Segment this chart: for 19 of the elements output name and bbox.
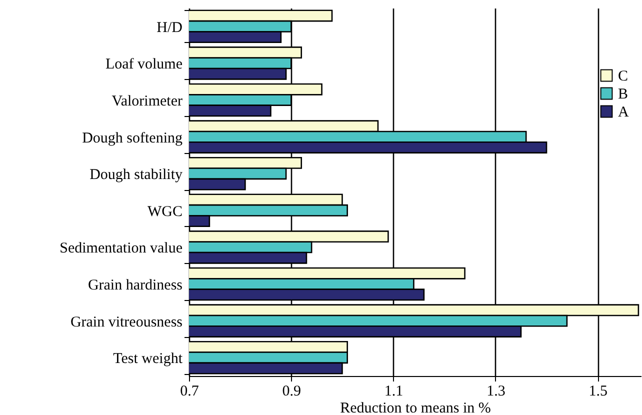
x-tick-label: 1.5 [588,384,608,400]
x-axis-title: Reduction to means in % [340,400,491,415]
y-tick-label: WGC [148,204,182,220]
y-tick-label: Dough softening [82,130,183,146]
x-tick-label: 1.1 [384,384,404,400]
legend-label: B [618,86,628,102]
y-tick-label: H/D [156,20,183,36]
legend-label: A [618,104,629,120]
x-tick-label: 0.7 [180,384,200,400]
y-tick-label: Dough stability [90,167,183,184]
legend-label: C [618,68,628,84]
x-tick-label: 0.9 [282,384,302,400]
y-tick-label: Grain vitreousness [70,314,183,330]
x-tick-label: 1.3 [486,384,506,400]
y-tick-label: Test weight [113,351,184,368]
y-tick-label: Grain hardiness [88,278,183,294]
y-tick-label: Loaf volume [105,56,183,73]
y-tick-label: Valorimeter [112,94,182,110]
y-tick-label: Sedimentation value [60,240,183,257]
